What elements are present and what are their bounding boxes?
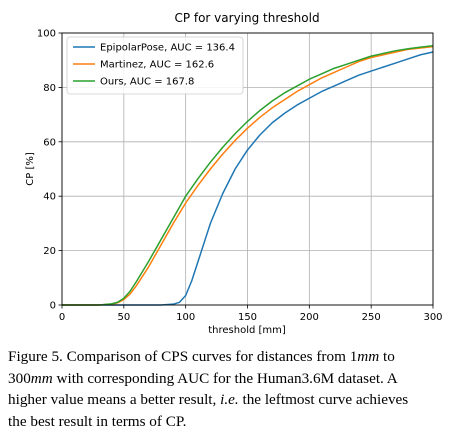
caption-math-1: 1 bbox=[349, 348, 358, 365]
figure-caption: Figure 5. Comparison of CPS curves for d… bbox=[8, 346, 463, 432]
y-tick-label-2: 40 bbox=[43, 192, 56, 203]
x-tick-label-5: 250 bbox=[362, 312, 381, 323]
caption-math-300: 300 bbox=[8, 369, 31, 387]
x-tick-label-1: 50 bbox=[117, 312, 130, 323]
caption-text-1a: Figure 5. Comparison of CPS curves for d… bbox=[8, 348, 350, 365]
legend-label-1: Martinez, AUC = 162.6 bbox=[100, 60, 214, 71]
caption-math-mm-2: mm bbox=[30, 369, 53, 387]
y-tick-label-0: 0 bbox=[50, 301, 56, 312]
legend-label-0: EpipolarPose, AUC = 136.4 bbox=[100, 43, 235, 54]
series-line-0 bbox=[62, 51, 434, 306]
caption-math-mm-1: mm bbox=[357, 348, 380, 365]
y-tick-label-4: 80 bbox=[43, 83, 56, 94]
legend-label-2: Ours, AUC = 167.8 bbox=[100, 77, 194, 88]
x-tick-label-2: 100 bbox=[176, 312, 195, 323]
x-tick-label-3: 150 bbox=[238, 312, 257, 323]
y-axis-label: CP [%] bbox=[25, 152, 36, 186]
figure-chart: CP for varying threshold 0 50 100 150 200 250… bbox=[25, 11, 443, 336]
caption-ie: i.e. bbox=[220, 391, 239, 408]
caption-text-4: the best result in terms of CP. bbox=[8, 412, 187, 430]
caption-text-2c: with corresponding AUC for the Human3.6M… bbox=[52, 369, 398, 387]
x-tick-label-0: 0 bbox=[59, 312, 65, 323]
axis-ticks: 0 50 100 150 200 250 300 0 20 40 60 80 100 bbox=[37, 29, 443, 324]
caption-text-3c: the leftmost curve achieves bbox=[238, 391, 409, 408]
x-tick-label-6: 300 bbox=[423, 312, 442, 323]
y-tick-label-1: 20 bbox=[43, 246, 56, 257]
legend-box bbox=[66, 36, 244, 95]
chart-title: CP for varying threshold bbox=[174, 11, 319, 25]
caption-text-1d: to bbox=[379, 348, 395, 365]
series-line-1 bbox=[62, 45, 434, 306]
series-lines bbox=[62, 45, 434, 306]
y-tick-label-3: 60 bbox=[43, 137, 56, 148]
x-axis-label: threshold [mm] bbox=[208, 325, 286, 336]
chart-svg: CP for varying threshold 0 50 100 150 200 250… bbox=[25, 11, 443, 336]
y-tick-label-5: 100 bbox=[37, 29, 56, 40]
legend: EpipolarPose, AUC = 136.4 Martinez, AUC =… bbox=[66, 36, 244, 95]
x-tick-label-4: 200 bbox=[300, 312, 319, 323]
caption-text-3a: higher value means a better result, bbox=[8, 391, 221, 408]
series-line-2 bbox=[62, 45, 434, 306]
